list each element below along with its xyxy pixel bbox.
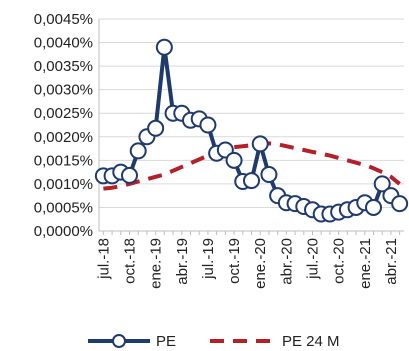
x-tick-label: oct.-20 [331, 238, 348, 284]
pe-point [260, 165, 278, 183]
pe-point [243, 172, 260, 190]
x-tick-label: jul.-19 [200, 238, 217, 280]
x-tick-label: abr.-20 [278, 238, 295, 285]
pe-point [365, 198, 382, 216]
pe-point [147, 119, 165, 137]
pe-point [129, 142, 147, 160]
x-tick-label: jul.-18 [95, 238, 112, 280]
y-tick-label: 0,0030% [34, 82, 93, 99]
x-tick-label: oct.-18 [122, 238, 139, 284]
y-tick-label: 0,0010% [34, 176, 93, 193]
y-tick-label: 0,0040% [34, 35, 93, 52]
pe-point [121, 166, 138, 184]
pe-point [155, 38, 173, 56]
pe-point [391, 195, 409, 213]
y-tick-label: 0,0020% [34, 129, 93, 146]
x-tick-label: ene.-21 [357, 238, 374, 289]
pe-point [251, 135, 269, 153]
y-tick-label: 0,0015% [34, 152, 93, 169]
legend: PE PE 24 M [88, 333, 340, 350]
pe-point [225, 151, 243, 169]
x-tick-label: abr.-21 [383, 238, 400, 285]
pe-point [199, 116, 217, 134]
legend-label-pe: PE [156, 333, 176, 350]
legend-marker-pe [112, 334, 126, 348]
y-tick-label: 0,0025% [34, 105, 93, 122]
x-tick-label: oct.-19 [226, 238, 243, 284]
x-tick-label: ene.-20 [252, 238, 269, 289]
y-tick-label: 0,0000% [34, 223, 93, 240]
axes [98, 19, 404, 235]
y-tick-label: 0,0035% [34, 58, 93, 75]
pe-point [373, 175, 391, 193]
x-tick-label: ene.-19 [148, 238, 165, 289]
tick-labels: 0,0000% 0,0005% 0,0010% 0,0015% 0,0020% 0,002… [34, 11, 400, 289]
legend-label-pe-24m: PE 24 M [282, 333, 340, 350]
series-line-pe-24m [103, 141, 401, 191]
x-tick-label: abr.-19 [174, 238, 191, 285]
x-tick-label: jul.-20 [305, 238, 322, 280]
series-layer [94, 38, 409, 223]
y-tick-label: 0,0005% [34, 199, 93, 216]
y-tick-label: 0,0045% [34, 11, 93, 28]
gridlines [99, 18, 404, 232]
